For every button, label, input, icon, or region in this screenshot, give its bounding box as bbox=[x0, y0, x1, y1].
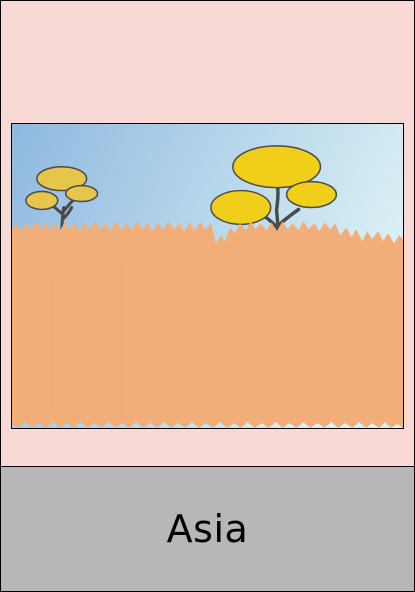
grassland bbox=[12, 221, 403, 428]
label-band: Asia bbox=[1, 466, 414, 591]
grassland-scene bbox=[11, 123, 404, 429]
region-label: Asia bbox=[166, 507, 249, 551]
tree-small-icon bbox=[25, 165, 99, 255]
savanna-illustration bbox=[12, 124, 403, 428]
